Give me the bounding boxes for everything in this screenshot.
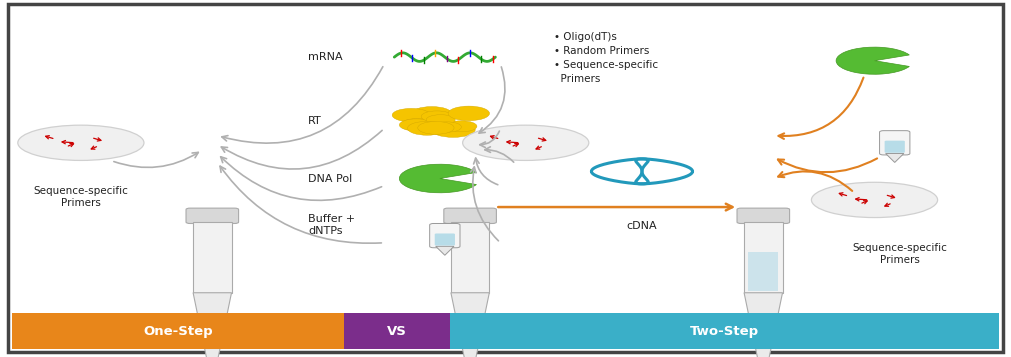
FancyBboxPatch shape — [748, 252, 778, 291]
FancyBboxPatch shape — [444, 208, 496, 223]
Text: Buffer +
dNTPs: Buffer + dNTPs — [308, 214, 356, 236]
Circle shape — [446, 121, 477, 132]
FancyBboxPatch shape — [885, 141, 905, 153]
Text: Sequence-specific
Primers: Sequence-specific Primers — [33, 186, 128, 208]
Circle shape — [392, 109, 431, 122]
Wedge shape — [399, 164, 476, 193]
Ellipse shape — [812, 182, 937, 217]
Text: VS: VS — [387, 325, 406, 338]
Circle shape — [411, 107, 452, 121]
Circle shape — [432, 122, 461, 132]
Circle shape — [422, 111, 453, 122]
Polygon shape — [436, 246, 454, 255]
Circle shape — [427, 115, 455, 125]
Text: • Oligo(dT)s
• Random Primers
• Sequence-specific
  Primers: • Oligo(dT)s • Random Primers • Sequence… — [554, 32, 658, 84]
FancyBboxPatch shape — [430, 223, 460, 248]
FancyBboxPatch shape — [193, 222, 232, 293]
FancyBboxPatch shape — [8, 4, 1003, 352]
FancyBboxPatch shape — [186, 208, 239, 223]
Text: One-Step: One-Step — [144, 325, 212, 338]
Circle shape — [401, 118, 438, 131]
Ellipse shape — [18, 125, 144, 160]
Circle shape — [448, 106, 489, 121]
Circle shape — [432, 122, 475, 137]
Polygon shape — [451, 293, 489, 357]
Polygon shape — [886, 154, 904, 162]
FancyBboxPatch shape — [451, 222, 489, 293]
FancyBboxPatch shape — [737, 208, 790, 223]
Text: Two-Step: Two-Step — [690, 325, 759, 338]
Text: mRNA: mRNA — [308, 52, 343, 62]
Text: DNA Pol: DNA Pol — [308, 174, 353, 183]
Text: cDNA: cDNA — [627, 221, 657, 231]
Polygon shape — [193, 293, 232, 357]
FancyBboxPatch shape — [880, 131, 910, 155]
Circle shape — [399, 119, 434, 131]
Circle shape — [407, 121, 447, 135]
Text: RT: RT — [308, 116, 323, 126]
Circle shape — [431, 122, 462, 133]
Circle shape — [418, 121, 454, 134]
Circle shape — [417, 118, 455, 132]
Ellipse shape — [463, 125, 588, 160]
Polygon shape — [744, 293, 783, 357]
FancyBboxPatch shape — [435, 233, 455, 246]
Wedge shape — [836, 47, 909, 74]
Bar — [12, 313, 344, 349]
Text: Sequence-specific
Primers: Sequence-specific Primers — [852, 243, 947, 265]
FancyBboxPatch shape — [744, 222, 783, 293]
Bar — [450, 313, 999, 349]
Bar — [344, 313, 450, 349]
